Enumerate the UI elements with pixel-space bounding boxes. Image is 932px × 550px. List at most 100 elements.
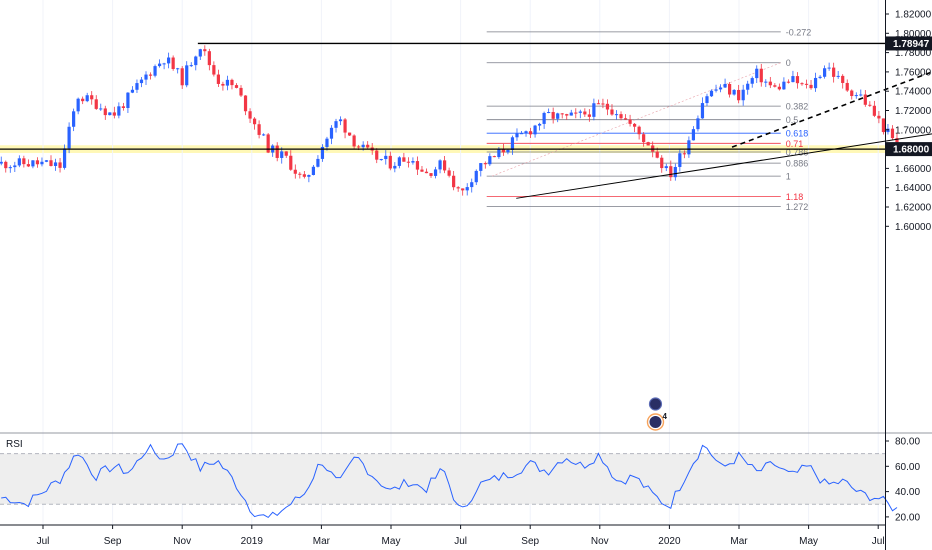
candle-body — [737, 89, 741, 101]
candle-body — [533, 125, 537, 135]
candle-body — [361, 144, 365, 148]
candle-body — [542, 112, 546, 124]
candle-body — [750, 78, 754, 84]
time-tick-label: Sep — [104, 536, 122, 547]
candle-body — [442, 160, 447, 171]
fib-level-label: 0.382 — [786, 102, 809, 112]
candle-body — [216, 74, 220, 84]
candle-body — [587, 114, 591, 117]
candle-body — [614, 114, 619, 116]
event-badges: 4 — [646, 397, 667, 431]
fib-level-label: -0.272 — [786, 27, 812, 37]
price-tick-label: 1.70000 — [895, 125, 932, 136]
candle-body — [112, 112, 116, 116]
candle-body — [157, 63, 162, 67]
candle-body — [293, 169, 297, 174]
candle-body — [628, 119, 632, 124]
candle-body — [135, 83, 139, 90]
candle-body — [601, 103, 605, 105]
fib-level-label: 0.618 — [786, 129, 809, 139]
candle-body — [90, 95, 94, 100]
candle-body — [673, 166, 677, 178]
candle-body — [854, 95, 858, 97]
candle-body — [660, 157, 664, 169]
candle-body — [126, 92, 130, 108]
candle-body — [230, 79, 234, 86]
candle-body — [881, 118, 886, 133]
candle-body — [22, 158, 26, 165]
candle-body — [352, 135, 356, 147]
candle-body — [515, 133, 519, 138]
candle-body — [429, 173, 433, 176]
candle-body — [17, 158, 21, 166]
candle-body — [791, 76, 795, 83]
candle-body — [325, 138, 329, 147]
candle-body — [768, 81, 772, 86]
candle-body — [239, 87, 243, 96]
candle-body — [108, 112, 112, 116]
event-badge — [649, 416, 662, 428]
candle-body — [81, 98, 85, 102]
candle-body — [741, 89, 745, 101]
candle-body — [162, 63, 166, 65]
time-tick-label: 2019 — [241, 536, 264, 547]
candle-body — [384, 155, 388, 160]
candle-body — [406, 161, 410, 163]
candle-body — [121, 106, 125, 108]
rsi-axis: 80.00 60.00 40.00 20.00 — [885, 437, 920, 523]
candle-body — [556, 113, 560, 119]
candle-body — [890, 128, 895, 139]
candle-body — [519, 133, 524, 135]
candle-body — [58, 162, 62, 168]
time-tick-label: Jul — [454, 536, 467, 547]
candle-body — [800, 83, 804, 85]
candle-body — [320, 146, 325, 159]
candle-body — [655, 151, 659, 158]
price-tick-label: 1.76000 — [895, 67, 932, 78]
price-tick-label: 1.64000 — [895, 183, 932, 194]
candle-body — [664, 166, 668, 169]
candle-body — [524, 131, 528, 134]
price-tick-label: 1.62000 — [895, 203, 932, 214]
level-label-text: 1.78947 — [893, 39, 930, 50]
candle-body — [433, 169, 438, 176]
candle-body — [465, 187, 469, 191]
fib-level-label: 0.5 — [786, 115, 799, 125]
candle-body — [845, 82, 849, 91]
candle-body — [723, 83, 727, 88]
candle-body — [863, 94, 867, 105]
candle-body — [841, 75, 845, 83]
candle-body — [560, 113, 564, 115]
candle-body — [669, 166, 673, 178]
fib-level-label: 1.272 — [786, 202, 809, 212]
candle-body — [185, 65, 189, 86]
candle-body — [194, 56, 198, 66]
candle-body — [474, 170, 478, 183]
price-tick-label: 1.60000 — [895, 222, 932, 233]
candle-body — [574, 112, 578, 114]
event-badge-ring — [646, 413, 665, 431]
candle-body — [759, 68, 763, 83]
candle-body — [886, 128, 890, 133]
candle-body — [868, 104, 872, 106]
candle-body — [103, 108, 107, 116]
candle-body — [547, 112, 551, 114]
candle-body — [207, 51, 211, 66]
candle-body — [62, 148, 67, 168]
candle-body — [49, 160, 53, 166]
candle-body — [804, 83, 809, 85]
candle-body — [637, 126, 641, 135]
candle-body — [189, 65, 193, 67]
candle-body — [492, 156, 496, 158]
time-tick-label: Nov — [173, 536, 191, 547]
candle-body — [221, 83, 225, 86]
candle-body — [284, 151, 288, 156]
candle-body — [537, 123, 542, 126]
candle-body — [642, 134, 646, 143]
candle-body — [343, 119, 347, 133]
candle-body — [709, 90, 714, 97]
level-labels: 1.78947 1.68000 — [886, 36, 932, 157]
candle-body — [696, 118, 700, 130]
candle-body — [329, 127, 334, 139]
